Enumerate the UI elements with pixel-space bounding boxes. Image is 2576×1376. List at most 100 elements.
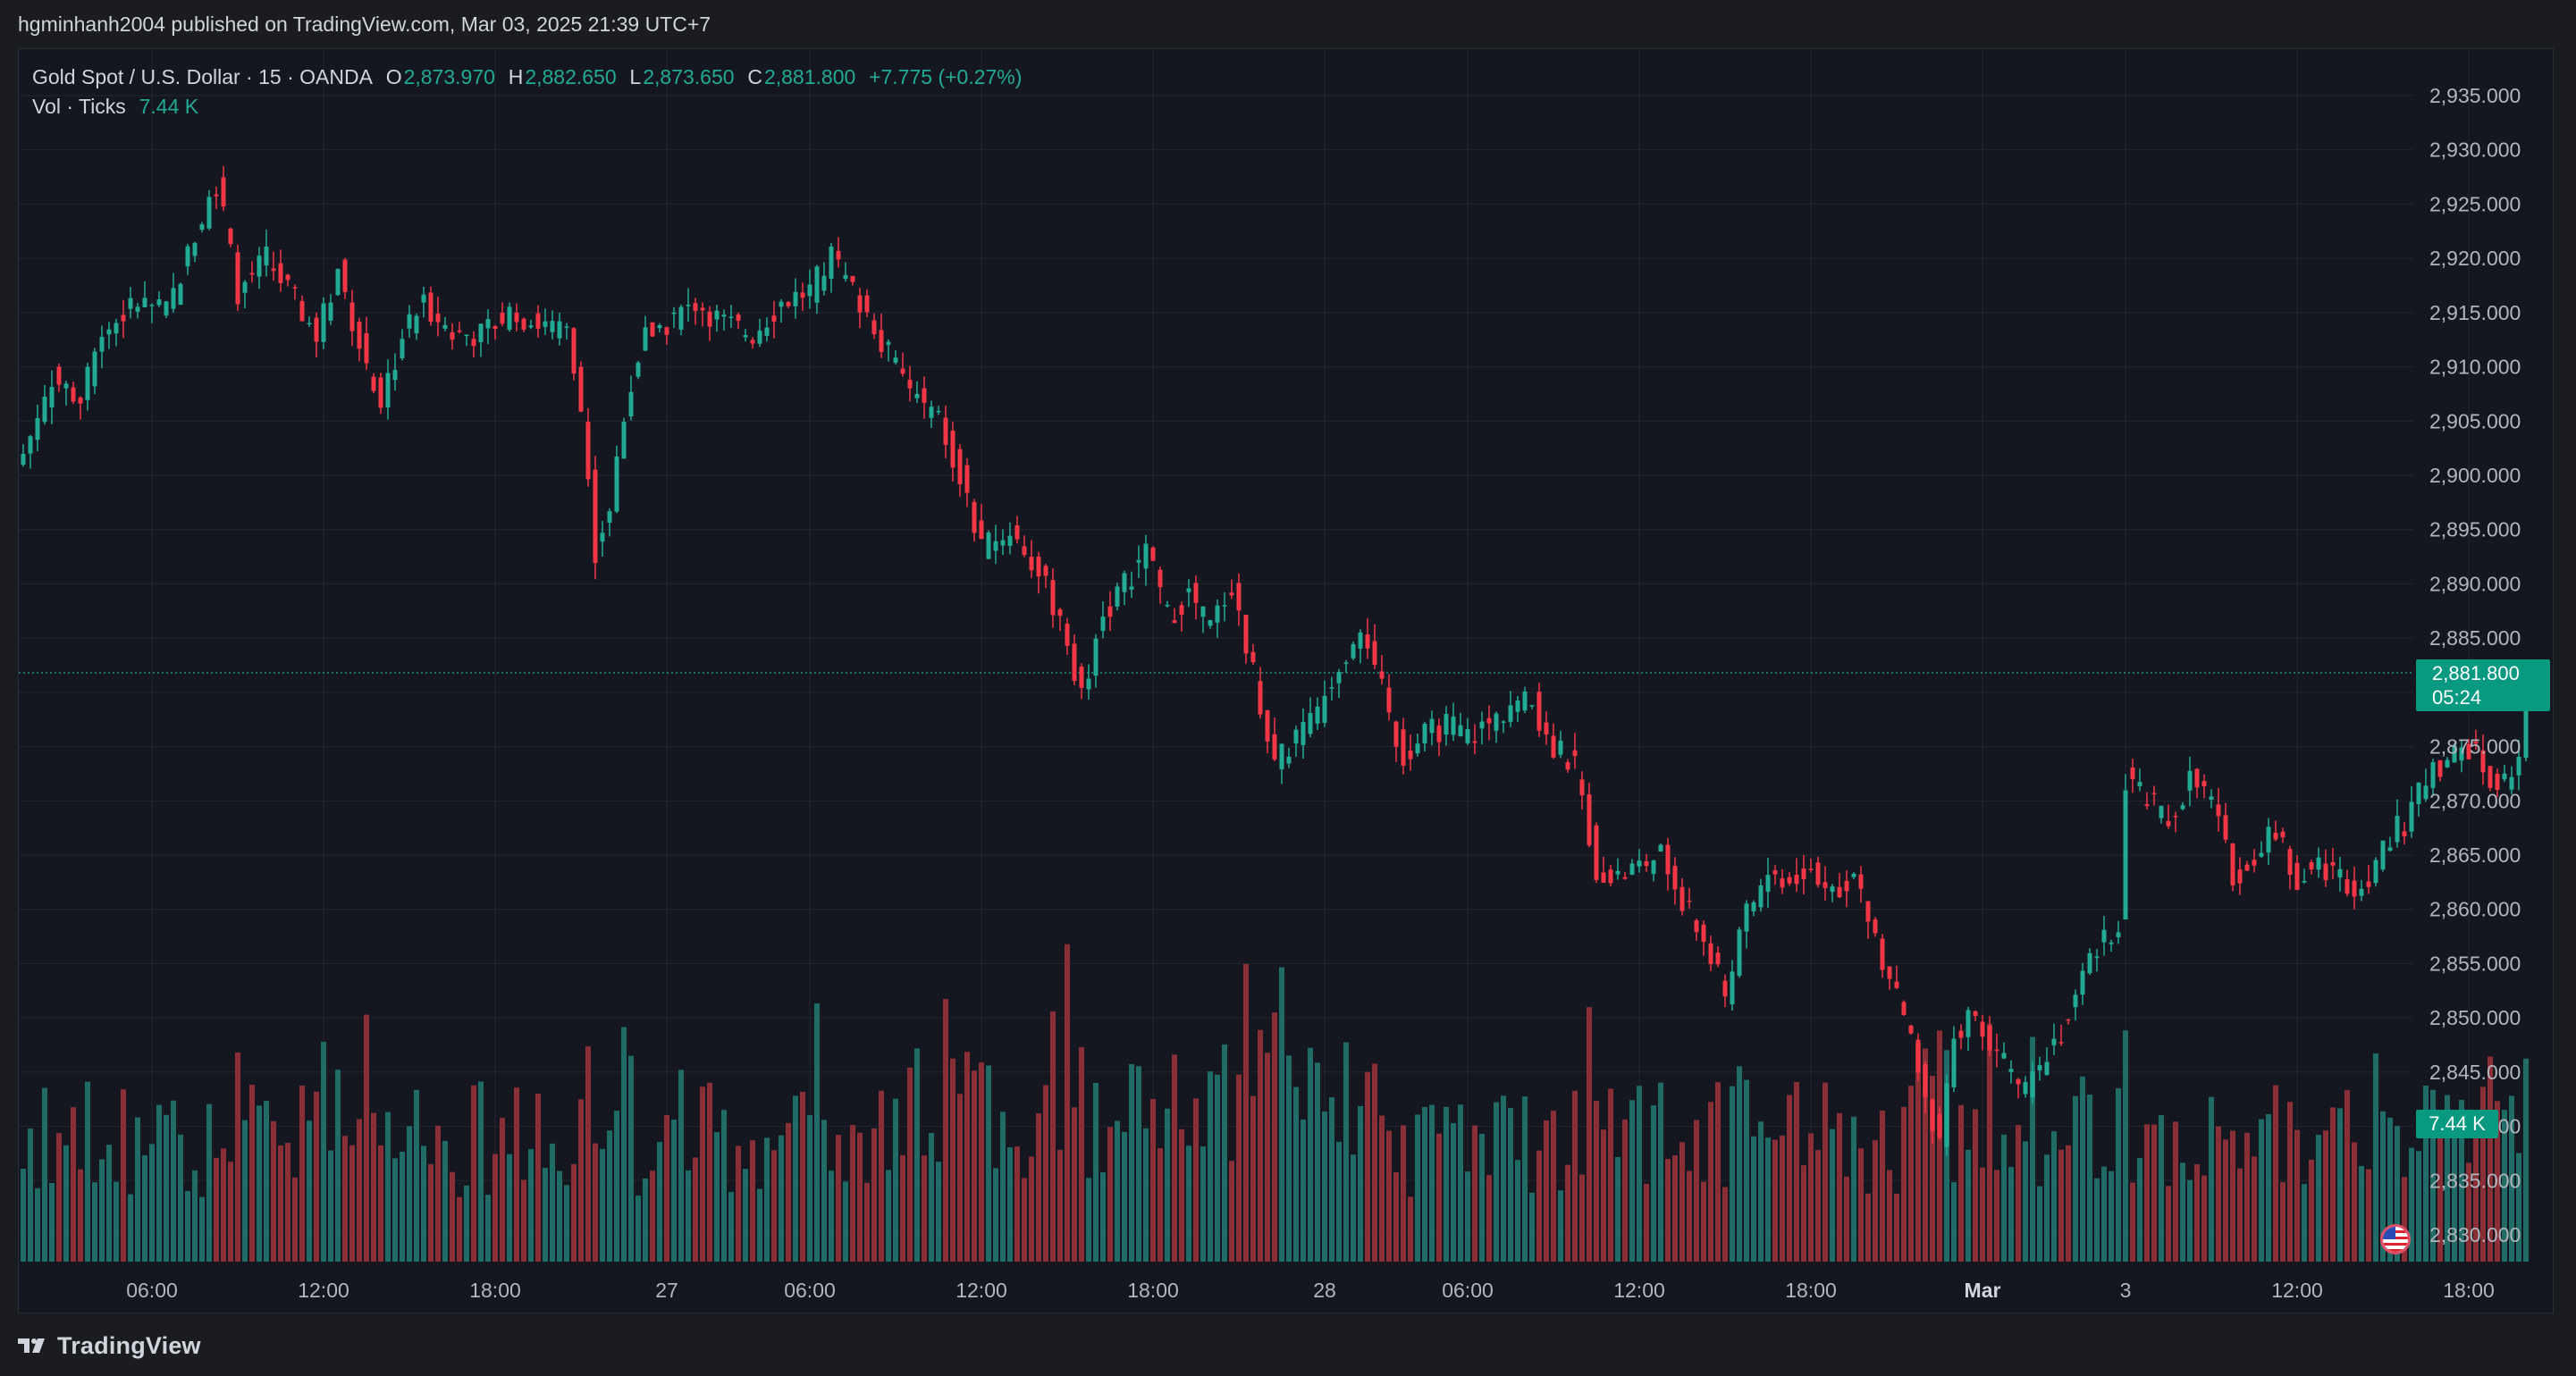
volume-bar <box>1765 1137 1771 1262</box>
volume-bar <box>914 1048 920 1262</box>
volume-bar <box>1336 1141 1342 1262</box>
volume-bar <box>1844 1176 1849 1262</box>
volume-bar <box>492 1154 498 1262</box>
volume-bar <box>1694 1120 1699 1262</box>
volume-bar <box>1444 1106 1449 1262</box>
us-flag-icon[interactable] <box>2380 1224 2411 1254</box>
tradingview-brand[interactable]: TradingView <box>57 1331 201 1359</box>
volume-bar <box>821 1120 827 1262</box>
volume-bar <box>1022 1178 1027 1262</box>
candle-body <box>621 422 627 459</box>
candle-body <box>1579 779 1585 796</box>
volume-bar <box>514 1087 519 1262</box>
candle-body <box>1193 583 1199 603</box>
candle-body <box>49 386 55 407</box>
candle-body <box>1322 695 1327 723</box>
candle-body <box>471 339 476 347</box>
volume-bar <box>650 1170 655 1262</box>
volume-bar <box>1386 1130 1392 1262</box>
volume-bar <box>2523 1058 2529 1262</box>
volume-bar <box>2366 1169 2371 1262</box>
volume-bar <box>972 1070 977 1262</box>
volume-bar <box>342 1136 348 1262</box>
candle-body <box>228 228 233 245</box>
volume-bar <box>1644 1183 1649 1262</box>
candle-body <box>2244 864 2250 871</box>
tradingview-logo-icon[interactable] <box>18 1337 48 1355</box>
volume-bar <box>42 1087 47 1262</box>
candle-body <box>2488 766 2493 788</box>
candle-body <box>1308 712 1313 734</box>
candle-body <box>972 501 977 533</box>
volume-value: 7.44 K <box>139 95 199 118</box>
price-tick-label: 2,935.000 <box>2429 84 2521 107</box>
volume-bar <box>743 1169 748 1262</box>
volume-bar <box>2359 1165 2364 1262</box>
volume-bar <box>893 1098 898 1262</box>
volume-bar <box>221 1148 226 1262</box>
chart-frame[interactable] <box>18 48 2554 1313</box>
candle-body <box>843 274 848 280</box>
candle-body <box>1758 885 1764 908</box>
candle-body <box>1536 692 1542 731</box>
volume-bar <box>1301 1119 1306 1262</box>
volume-bar <box>2194 1163 2200 1262</box>
volume-bar <box>1522 1096 1528 1262</box>
volume-bar <box>736 1145 741 1262</box>
volume-bar <box>1930 1076 1935 1262</box>
bar-countdown: 05:24 <box>2432 686 2482 709</box>
candle-body <box>943 417 948 445</box>
volume-bar <box>485 1195 491 1262</box>
volume-bar <box>886 1170 891 1262</box>
candle-body <box>285 274 290 281</box>
volume-bar <box>2423 1086 2429 1262</box>
candle-body <box>63 383 69 389</box>
candle-body <box>450 331 455 340</box>
candle-body <box>1722 980 1728 997</box>
candle-body <box>1958 1030 1964 1038</box>
candle-body <box>1136 559 1141 563</box>
volume-bar <box>507 1154 512 1262</box>
volume-bar <box>1851 1116 1856 1262</box>
candle-body <box>164 301 169 316</box>
volume-bar <box>257 1105 262 1262</box>
candle-body <box>1987 1026 1992 1051</box>
volume-bar <box>843 1181 848 1262</box>
candle-body <box>1258 681 1263 715</box>
candle-body <box>1265 709 1270 742</box>
candle-body <box>2230 843 2235 885</box>
time-tick-label: 28 <box>1313 1279 1336 1302</box>
volume-bar <box>964 1052 970 1262</box>
candle-body <box>1858 874 1864 889</box>
volume-bar <box>128 1194 133 1262</box>
candle-body <box>1730 971 1735 1005</box>
symbol-label[interactable]: Gold Spot / U.S. Dollar · 15 · OANDA <box>32 65 373 88</box>
candle-body <box>492 325 498 330</box>
candle-body <box>314 317 319 342</box>
volume-bar <box>1222 1044 1227 1262</box>
volume-bar <box>78 1169 83 1262</box>
volume-bar <box>271 1120 276 1262</box>
volume-bar <box>2008 1167 2014 1262</box>
candle-body <box>1007 535 1013 546</box>
volume-bar <box>1072 1107 1077 1262</box>
candle-body <box>571 328 577 374</box>
candle-body <box>149 305 155 306</box>
volume-bar <box>636 1196 641 1262</box>
candle-body <box>328 302 333 321</box>
volume-bar <box>2180 1162 2185 1262</box>
price-tick-label: 2,905.000 <box>2429 409 2521 432</box>
candle-body <box>2430 761 2436 788</box>
volume-bar <box>278 1145 283 1262</box>
candle-body <box>1887 966 1892 979</box>
candle-body <box>71 387 76 402</box>
volume-bar <box>1730 1086 1735 1262</box>
candle-body <box>2323 863 2328 881</box>
volume-bar <box>764 1137 770 1262</box>
volume-bar <box>857 1132 863 1262</box>
volume-bar <box>2216 1126 2221 1262</box>
volume-bar <box>671 1120 677 1262</box>
volume-label[interactable]: Vol · Ticks <box>32 95 126 118</box>
candle-body <box>99 336 105 352</box>
